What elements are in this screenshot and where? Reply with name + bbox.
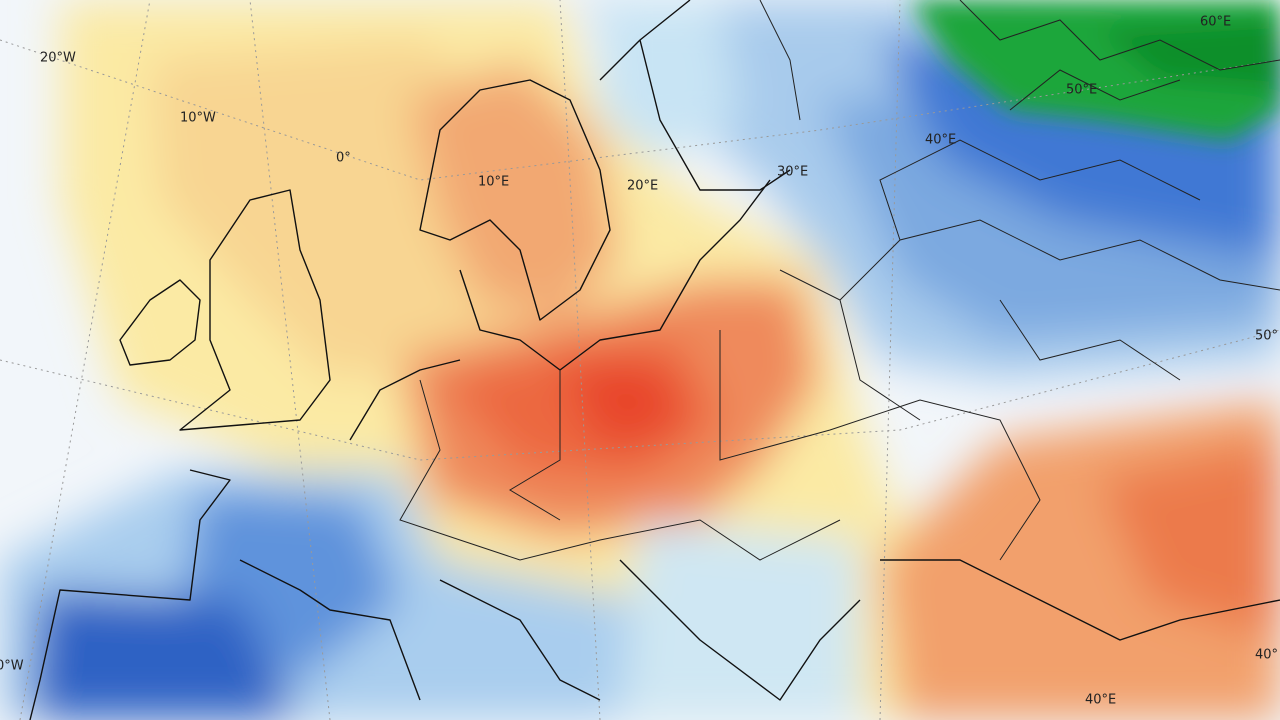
graticule-label: 0°W — [0, 659, 24, 674]
graticule-labels: 20°W 10°W 0° 10°E 20°E 30°E 40°E 50°E 60… — [0, 15, 1278, 708]
graticule-label: 10°W — [180, 111, 216, 126]
graticule-label: 30°E — [777, 165, 808, 180]
graticule-label: 50° — [1255, 329, 1278, 344]
graticule-label: 20°E — [627, 179, 658, 194]
coastlines-and-borders — [29, 0, 1280, 720]
graticule-label: 40°E — [925, 133, 956, 148]
graticule-label: 40°E — [1085, 693, 1116, 708]
graticule-label: 10°E — [478, 175, 509, 190]
graticule-label: 40° — [1255, 648, 1278, 663]
graticule-label: 0° — [336, 151, 351, 166]
graticule-label: 50°E — [1066, 83, 1097, 98]
graticule-label: 20°W — [40, 51, 76, 66]
graticule-label: 60°E — [1200, 15, 1231, 30]
